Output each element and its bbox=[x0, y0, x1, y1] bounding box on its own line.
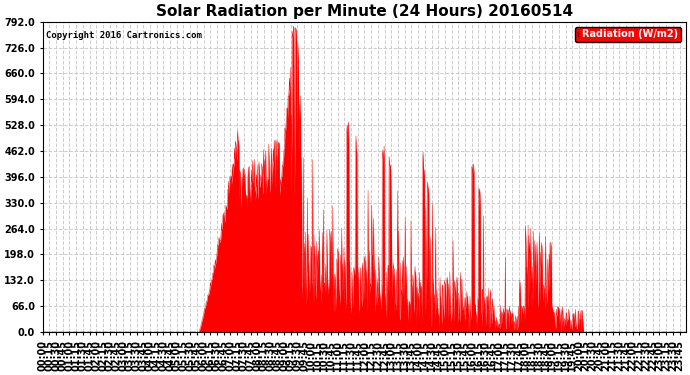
Text: Copyright 2016 Cartronics.com: Copyright 2016 Cartronics.com bbox=[46, 31, 201, 40]
Title: Solar Radiation per Minute (24 Hours) 20160514: Solar Radiation per Minute (24 Hours) 20… bbox=[156, 4, 573, 19]
Legend: Radiation (W/m2): Radiation (W/m2) bbox=[575, 27, 681, 42]
